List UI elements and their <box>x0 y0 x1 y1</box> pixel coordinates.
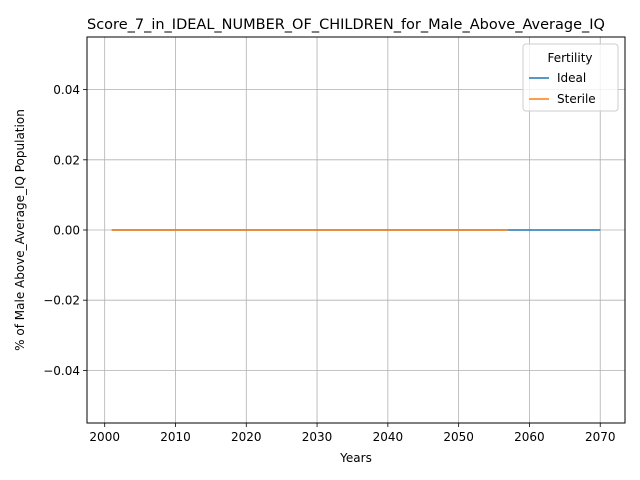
y-axis-label: % of Male Above_Average_IQ Population <box>13 109 27 351</box>
y-tick-label: −0.04 <box>43 364 80 378</box>
y-axis-ticks: −0.04 −0.02 0.00 0.02 0.04 <box>43 83 87 378</box>
legend-label-sterile: Sterile <box>557 92 596 106</box>
y-tick-label: −0.02 <box>43 294 80 308</box>
x-tick-label: 2060 <box>514 430 545 444</box>
x-tick-label: 2000 <box>89 430 120 444</box>
x-axis-label: Years <box>339 451 372 465</box>
x-axis-ticks: 2000 2010 2020 2030 2040 2050 2060 2070 <box>89 423 615 444</box>
x-tick-label: 2070 <box>585 430 616 444</box>
x-tick-label: 2030 <box>302 430 333 444</box>
legend-title: Fertility <box>547 51 592 65</box>
chart-title: Score_7_in_IDEAL_NUMBER_OF_CHILDREN_for_… <box>87 17 605 33</box>
x-tick-label: 2050 <box>443 430 474 444</box>
y-tick-label: 0.02 <box>53 153 80 167</box>
x-tick-label: 2040 <box>373 430 404 444</box>
x-tick-label: 2020 <box>231 430 262 444</box>
legend-label-ideal: Ideal <box>557 71 586 85</box>
x-tick-label: 2010 <box>160 430 191 444</box>
legend-box <box>522 43 619 112</box>
legend: Fertility Ideal Sterile <box>522 43 619 112</box>
y-tick-label: 0.04 <box>53 83 80 97</box>
y-tick-label: 0.00 <box>53 224 80 238</box>
